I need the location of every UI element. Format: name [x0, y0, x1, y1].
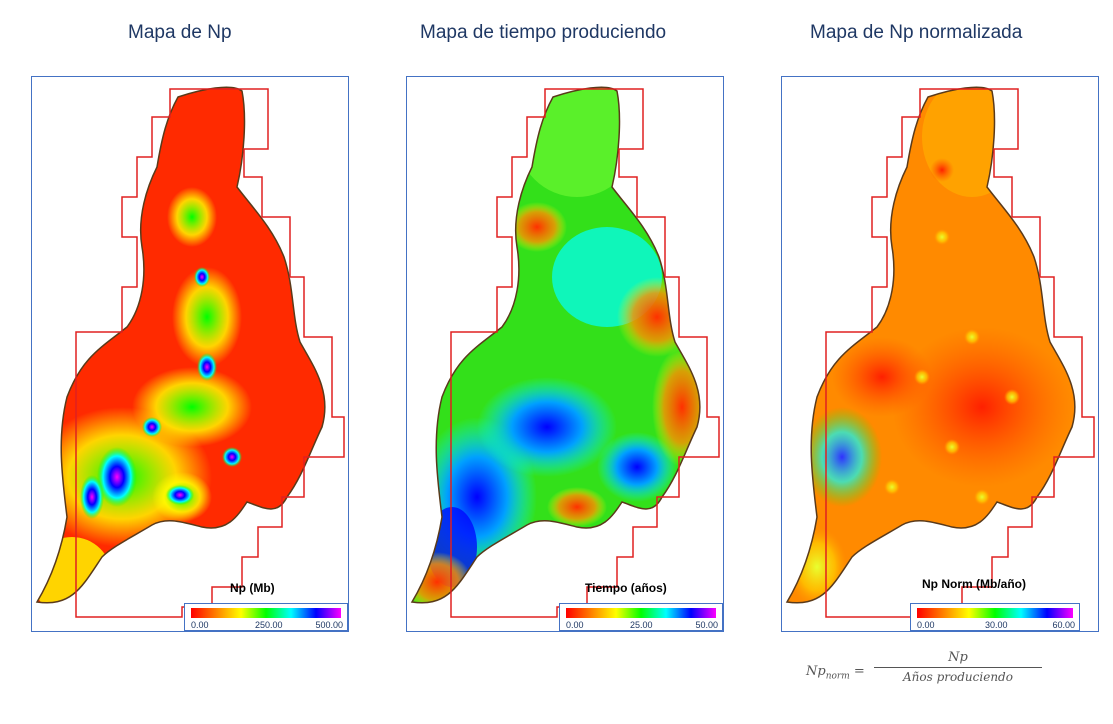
legend-title-np: Np (Mb) — [230, 581, 275, 595]
map-graphic-tiempo — [410, 86, 720, 618]
colorbar-tiempo — [566, 608, 716, 618]
legend-title-tiempo: Tiempo (años) — [585, 581, 667, 595]
formula-denominator: Años produciendo — [903, 670, 1013, 684]
map-graphic-np — [35, 86, 345, 618]
legend-np: 0.00 250.00 500.00 — [184, 603, 348, 631]
map-title-tiempo: Mapa de tiempo produciendo — [420, 22, 667, 43]
map-title-npnorm: Mapa de Np normalizada — [810, 22, 1023, 43]
map-title-np: Mapa de Np — [128, 22, 232, 43]
tick-npnorm-max: 60.00 — [1052, 620, 1075, 630]
tick-tiempo-mid: 25.00 — [630, 620, 653, 630]
legend-npnorm: 0.00 30.00 60.00 — [910, 603, 1080, 631]
map-panel-tiempo: Tiempo (años) 0.00 25.00 50.00 — [406, 76, 724, 632]
tick-npnorm-min: 0.00 — [917, 620, 935, 630]
map-graphic-npnorm — [785, 86, 1095, 618]
tick-tiempo-min: 0.00 — [566, 620, 584, 630]
formula-fraction: Np Años produciendo — [874, 650, 1042, 684]
tick-np-min: 0.00 — [191, 620, 209, 630]
formula-lhs: Npnorm = — [806, 664, 865, 682]
map-panel-np: Np (Mb) 0.00 250.00 500.00 — [31, 76, 349, 632]
tick-np-mid: 250.00 — [255, 620, 283, 630]
map-panel-npnorm: Np Norm (Mb/año) 0.00 30.00 60.00 — [781, 76, 1099, 632]
colorbar-np — [191, 608, 341, 618]
legend-tiempo: 0.00 25.00 50.00 — [559, 603, 723, 631]
colorbar-npnorm — [917, 608, 1073, 618]
tick-npnorm-mid: 30.00 — [985, 620, 1008, 630]
tick-tiempo-max: 50.00 — [695, 620, 718, 630]
formula-numerator: Np — [948, 650, 968, 665]
legend-title-npnorm: Np Norm (Mb/año) — [922, 577, 1026, 591]
tick-np-max: 500.00 — [315, 620, 343, 630]
